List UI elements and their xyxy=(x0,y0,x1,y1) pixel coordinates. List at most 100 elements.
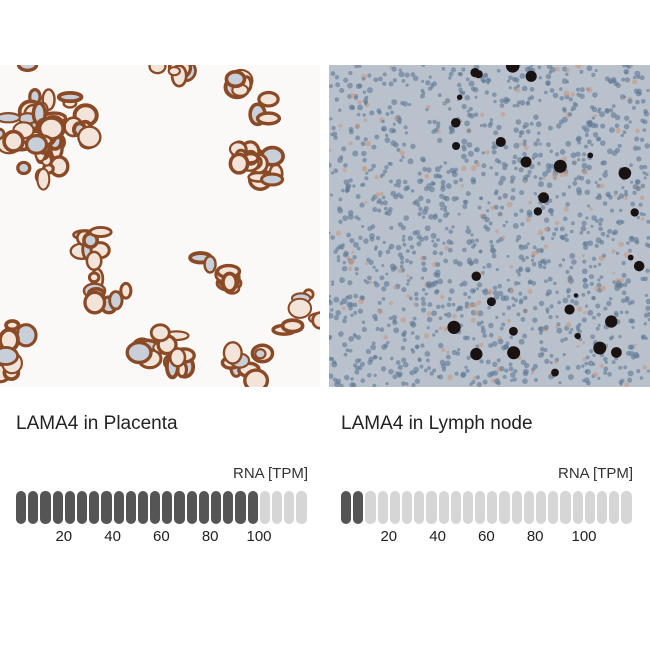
cell-mark xyxy=(348,141,353,146)
cell-mark xyxy=(447,297,452,301)
cell-mark xyxy=(621,290,627,296)
cell-mark xyxy=(518,338,525,345)
cell-mark xyxy=(424,173,430,179)
cell-mark xyxy=(454,167,459,172)
cell-mark xyxy=(389,301,394,306)
cell-mark xyxy=(599,363,604,369)
cell-mark xyxy=(487,201,491,205)
cell-mark xyxy=(392,319,397,323)
villus-mark xyxy=(168,347,187,368)
cell-mark xyxy=(354,215,359,220)
cell-mark xyxy=(448,229,454,234)
cell-mark xyxy=(526,209,533,216)
cell-mark xyxy=(480,320,484,325)
cell-mark xyxy=(387,323,391,328)
cell-mark xyxy=(595,326,600,331)
cell-mark xyxy=(390,110,394,115)
cell-mark xyxy=(537,260,543,266)
cell-mark xyxy=(580,225,587,232)
cell-mark xyxy=(379,191,384,196)
cell-mark xyxy=(354,369,360,375)
cell-mark xyxy=(476,300,482,305)
cell-mark xyxy=(526,173,531,178)
cell-mark xyxy=(355,194,361,199)
lymph-node-tissue-image xyxy=(329,65,650,387)
cell-mark xyxy=(368,280,373,285)
cell-mark xyxy=(400,317,407,323)
cell-mark xyxy=(501,322,506,327)
cell-mark xyxy=(466,225,470,229)
cell-mark xyxy=(450,67,457,73)
cell-mark xyxy=(564,233,568,237)
cell-mark xyxy=(406,274,410,278)
cell-mark xyxy=(533,191,538,196)
cell-mark xyxy=(555,221,560,226)
cell-mark xyxy=(428,186,435,193)
cell-mark xyxy=(465,368,470,373)
cell-mark xyxy=(383,343,389,348)
cell-mark xyxy=(636,369,641,374)
cell-mark xyxy=(401,357,407,363)
cell-mark xyxy=(460,371,467,378)
cell-mark xyxy=(503,98,509,105)
cell-mark xyxy=(590,334,596,340)
cell-mark xyxy=(594,243,599,248)
pigment-mark xyxy=(456,94,463,100)
cell-mark xyxy=(502,192,508,199)
cell-mark xyxy=(493,130,499,136)
cell-mark xyxy=(475,375,480,380)
cell-mark xyxy=(493,294,500,300)
cell-mark xyxy=(388,316,393,320)
cell-mark xyxy=(631,325,635,329)
cell-mark xyxy=(588,264,593,269)
cell-mark xyxy=(373,373,377,378)
cell-mark xyxy=(343,163,348,168)
cell-mark xyxy=(441,367,447,372)
cell-mark xyxy=(383,280,390,287)
cell-mark xyxy=(499,103,505,108)
cell-mark xyxy=(347,214,354,220)
cell-mark xyxy=(429,371,434,376)
cell-mark xyxy=(561,78,568,85)
villus-mark xyxy=(24,133,49,155)
cell-mark xyxy=(522,295,528,301)
cell-mark xyxy=(518,167,524,173)
cell-mark xyxy=(612,280,616,284)
cell-mark xyxy=(378,253,382,258)
cell-mark xyxy=(639,164,645,170)
cell-mark xyxy=(522,151,527,157)
cell-mark xyxy=(526,242,530,246)
cell-mark xyxy=(572,180,578,186)
cell-mark xyxy=(482,265,486,269)
cell-mark xyxy=(329,312,334,319)
cell-mark xyxy=(583,311,587,315)
cell-mark xyxy=(341,146,347,152)
cell-mark xyxy=(410,322,417,328)
cell-mark xyxy=(488,322,494,329)
cell-mark xyxy=(456,82,462,88)
cell-mark xyxy=(479,123,484,128)
cell-mark xyxy=(532,245,537,250)
cell-mark xyxy=(476,321,482,327)
cell-mark xyxy=(361,77,366,81)
villus-mark xyxy=(85,250,103,272)
cell-mark xyxy=(531,261,537,267)
cell-mark xyxy=(334,97,340,102)
cell-mark xyxy=(396,372,402,378)
cell-mark xyxy=(583,144,589,149)
cell-mark xyxy=(581,317,587,323)
cell-mark xyxy=(537,326,543,332)
cell-mark xyxy=(425,80,431,86)
cell-mark xyxy=(427,366,431,371)
villus-mark xyxy=(167,66,182,77)
cell-mark xyxy=(465,335,470,341)
rna-bar-segment xyxy=(475,491,486,524)
cell-mark xyxy=(499,175,506,182)
cell-mark xyxy=(595,136,601,142)
cell-mark xyxy=(384,165,389,170)
cell-mark xyxy=(535,121,542,128)
cell-mark xyxy=(341,188,345,193)
villus-mark xyxy=(56,90,84,104)
cell-mark xyxy=(442,241,446,245)
cell-mark xyxy=(432,214,438,220)
